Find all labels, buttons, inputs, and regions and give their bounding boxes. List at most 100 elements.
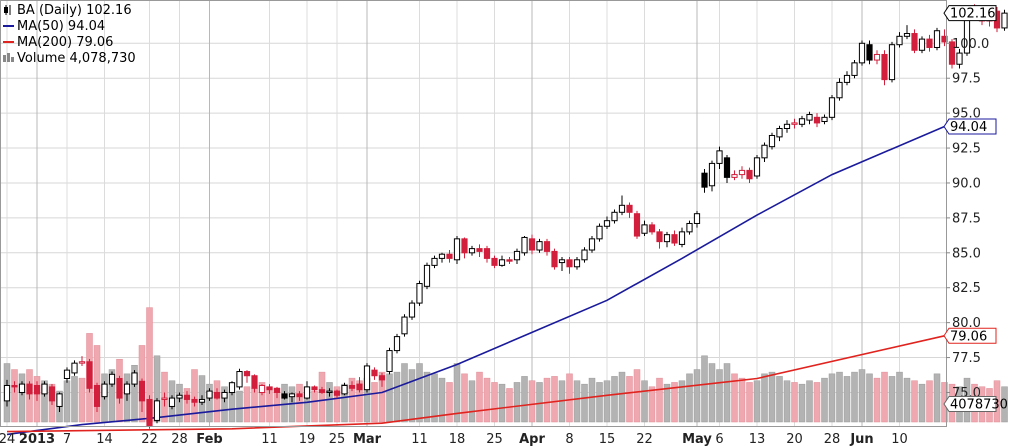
ma50-tag: 94.04 (950, 120, 987, 135)
volume-bar (176, 383, 183, 423)
x-tick-label: Jun (849, 432, 873, 447)
candle-body (716, 150, 723, 164)
x-tick-label: Apr (519, 432, 545, 447)
candle-body (258, 384, 266, 393)
candle-body (56, 393, 63, 407)
candle-body (198, 398, 206, 403)
candle-body (573, 259, 581, 268)
volume-bar (573, 380, 581, 423)
candle-body (446, 253, 453, 259)
volume-bar (648, 386, 656, 423)
candle-body (753, 157, 761, 177)
candle-body (131, 372, 138, 385)
candle-body (408, 302, 416, 318)
x-tick-label: 28 (824, 432, 841, 447)
candle-body (183, 394, 191, 400)
candle-body (333, 390, 341, 396)
volume-bar (183, 388, 191, 423)
value-tags: 102.16 94.04 79.06 4078730 (943, 5, 1008, 413)
candle-body (671, 234, 678, 244)
y-tick-label: 92.5 (952, 142, 981, 157)
candle-body (86, 361, 93, 389)
candle-body (896, 35, 903, 46)
volume-bar (446, 382, 453, 423)
y-axis: 75.077.580.082.585.087.590.092.595.097.5… (946, 37, 989, 401)
candle-body (506, 259, 513, 262)
candle-body (633, 213, 641, 237)
x-tick-label: 19 (299, 432, 316, 447)
candle-body (551, 250, 558, 268)
volume-bar (581, 383, 588, 423)
candle-body (356, 383, 363, 391)
candle-body (26, 383, 33, 395)
candle-body (498, 259, 506, 266)
candle-body (933, 30, 941, 48)
volume-bar (663, 383, 671, 423)
volume-bar (131, 364, 138, 423)
volume-bar (678, 380, 686, 423)
y-tick-label: 90.0 (952, 176, 981, 191)
x-tick-label: 11 (261, 432, 278, 447)
volume-bar (213, 380, 221, 423)
x-tick-label: 22 (636, 432, 653, 447)
volume-bar (41, 380, 48, 423)
candle-icon-body (4, 7, 8, 13)
candle-body (438, 253, 446, 259)
volume-bar (543, 377, 551, 423)
volume-bar (221, 386, 228, 423)
candle-body (41, 383, 48, 395)
candle-body (768, 134, 776, 148)
candle-body (431, 257, 438, 266)
volume-icon-bar (11, 57, 14, 62)
volume-bar (776, 376, 783, 423)
candle-body (423, 264, 431, 287)
volume-bar (258, 382, 266, 423)
x-tick-label: 28 (171, 432, 188, 447)
candle-body (303, 386, 311, 399)
candle-body (701, 172, 708, 188)
volume-bar (513, 382, 521, 423)
volume-bar (71, 376, 78, 423)
volume-bar (821, 377, 828, 423)
candle-body (468, 248, 476, 254)
volume-bar (191, 369, 198, 423)
volume-bar (911, 380, 918, 423)
candle-body (48, 386, 56, 402)
x-tick-label: 11 (411, 432, 428, 447)
volume-bar (933, 373, 941, 423)
candle-body (371, 369, 378, 377)
volume-bar (386, 373, 393, 423)
candle-body (168, 397, 176, 407)
candle-body (626, 204, 633, 213)
candle-body (33, 384, 41, 395)
volume-bar (896, 371, 903, 423)
candle-body (363, 365, 371, 391)
y-tick-label: 80.0 (952, 316, 981, 331)
x-tick-label: 18 (449, 432, 466, 447)
volume-bar (378, 371, 386, 423)
candle-body (101, 383, 108, 398)
candle-body (348, 384, 356, 389)
volume-bars (3, 307, 1008, 423)
volume-bar (843, 376, 851, 423)
volume-bar (753, 380, 761, 423)
candle-body (78, 361, 86, 364)
volume-bar (738, 377, 746, 423)
candle-body (288, 393, 296, 398)
candle-body (386, 350, 393, 373)
y-tick-label: 97.5 (952, 72, 981, 87)
candle-body (693, 213, 701, 224)
candle-body (213, 391, 221, 399)
candle-body (146, 398, 153, 427)
x-tick-label: 6 (715, 432, 723, 447)
candle-body (858, 42, 866, 64)
candle-body (401, 316, 408, 335)
candle-body (708, 162, 716, 187)
legend-label: Volume 4,078,730 (17, 51, 136, 66)
volume-bar (641, 380, 648, 423)
candle-body (251, 375, 258, 389)
candle-body (483, 248, 491, 259)
last-price-tag: 102.16 (950, 7, 996, 22)
